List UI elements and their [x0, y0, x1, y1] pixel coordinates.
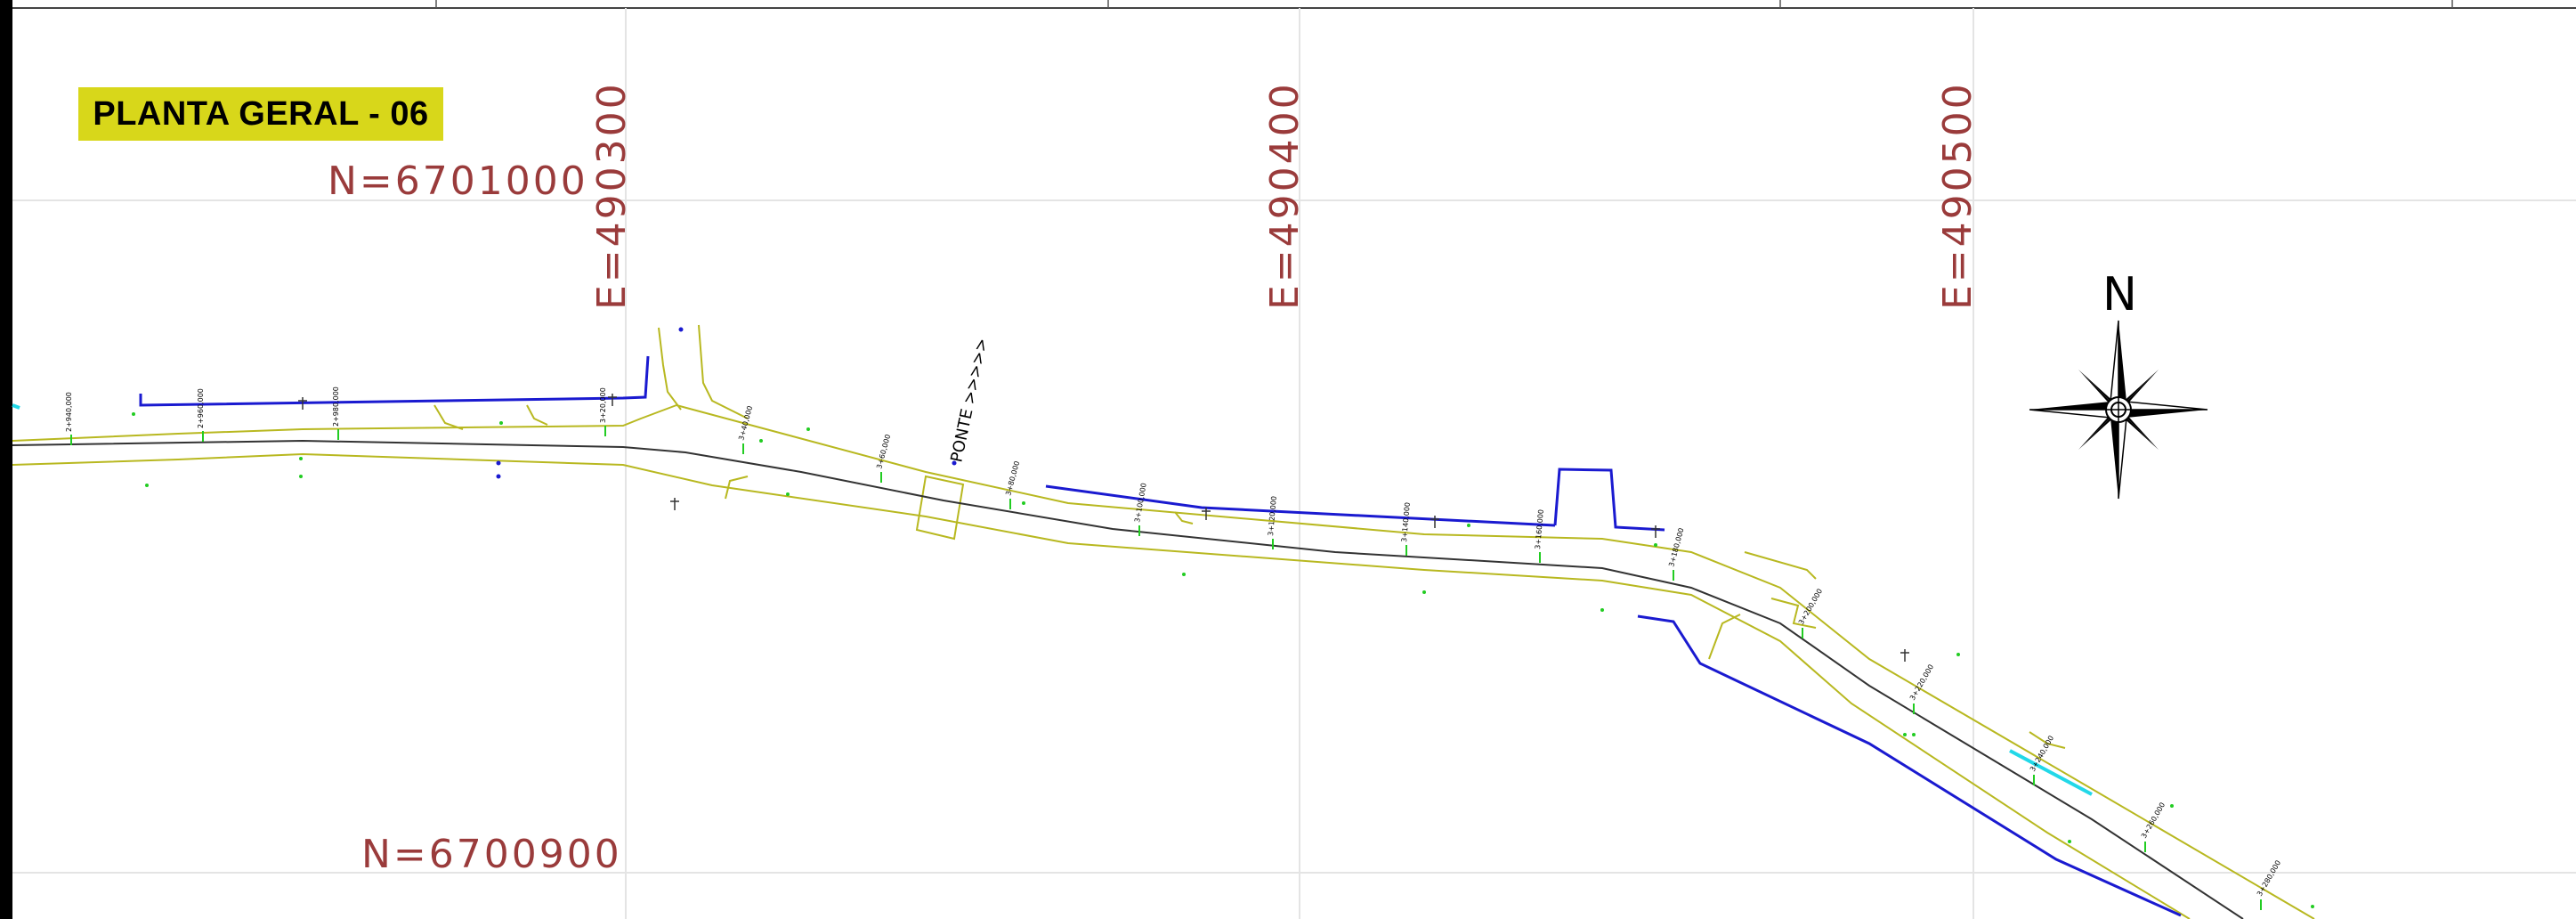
plan-title: PLANTA GERAL - 06 [93, 94, 429, 133]
bridge-label: PONTE >>>>> [947, 337, 992, 464]
station-label: 2+940,000 [65, 392, 73, 432]
access-curb-south [725, 476, 749, 500]
north-arrow-label: N [2102, 268, 2137, 321]
station-label: 3+20,000 [599, 387, 607, 423]
fence-lines [139, 355, 2182, 917]
edge-highlight [12, 403, 20, 410]
driveway-1 [433, 404, 464, 430]
station-label: 2+960,000 [197, 388, 205, 428]
road-edge-lines [12, 324, 2315, 919]
north-coord-label-top: N=6701000 [328, 159, 588, 204]
station-label: 3+180,000 [1667, 527, 1685, 568]
plan-title-box: PLANTA GERAL - 06 [78, 87, 443, 141]
curb-east-1 [1744, 551, 1817, 580]
bridge-outline [915, 475, 965, 541]
fence-south-east [1637, 614, 2182, 917]
culvert-highlight [2009, 749, 2093, 796]
east-coord-label-490300: E=490300 [589, 81, 635, 310]
driveway-4 [2029, 731, 2066, 749]
north-coord-label-bottom: N=6700900 [361, 832, 622, 877]
station-label: 3+40,000 [737, 405, 754, 442]
side-road-west-edge [658, 327, 682, 411]
station-label: 2+980,000 [332, 386, 340, 427]
left-frame-border [0, 0, 12, 919]
station-label: 3+120,000 [1267, 496, 1278, 536]
station-label: 3+160,000 [1534, 509, 1545, 549]
station-label: 3+80,000 [1004, 460, 1021, 497]
compass-rose-icon [2029, 320, 2208, 500]
curb-east-3 [1708, 614, 1741, 660]
reference-dots [496, 327, 957, 479]
station-label: 3+100,000 [1133, 483, 1148, 524]
station-label: 3+140,000 [1400, 502, 1412, 542]
side-road-east-edge [698, 324, 749, 419]
pole-symbols [298, 394, 1909, 662]
east-coord-label-490500: E=490500 [1935, 81, 1981, 310]
fence-building [1553, 468, 1665, 532]
station-label: 3+60,000 [875, 434, 892, 470]
curb-east-2 [1770, 598, 1817, 629]
driveway-2 [526, 404, 548, 426]
driveway-3 [1174, 511, 1194, 525]
top-frame-ticks [435, 0, 2453, 8]
road-edge-north [12, 403, 2315, 919]
fence-west [139, 355, 650, 407]
survey-points [132, 412, 2314, 908]
east-coord-label-490400: E=490400 [1262, 81, 1308, 310]
station-label: 3+260,000 [2140, 801, 2167, 840]
station-ticks [70, 426, 2262, 910]
road-centerline [12, 439, 2244, 919]
coordinate-grid [12, 8, 2576, 919]
road-edge-south [12, 452, 2191, 919]
